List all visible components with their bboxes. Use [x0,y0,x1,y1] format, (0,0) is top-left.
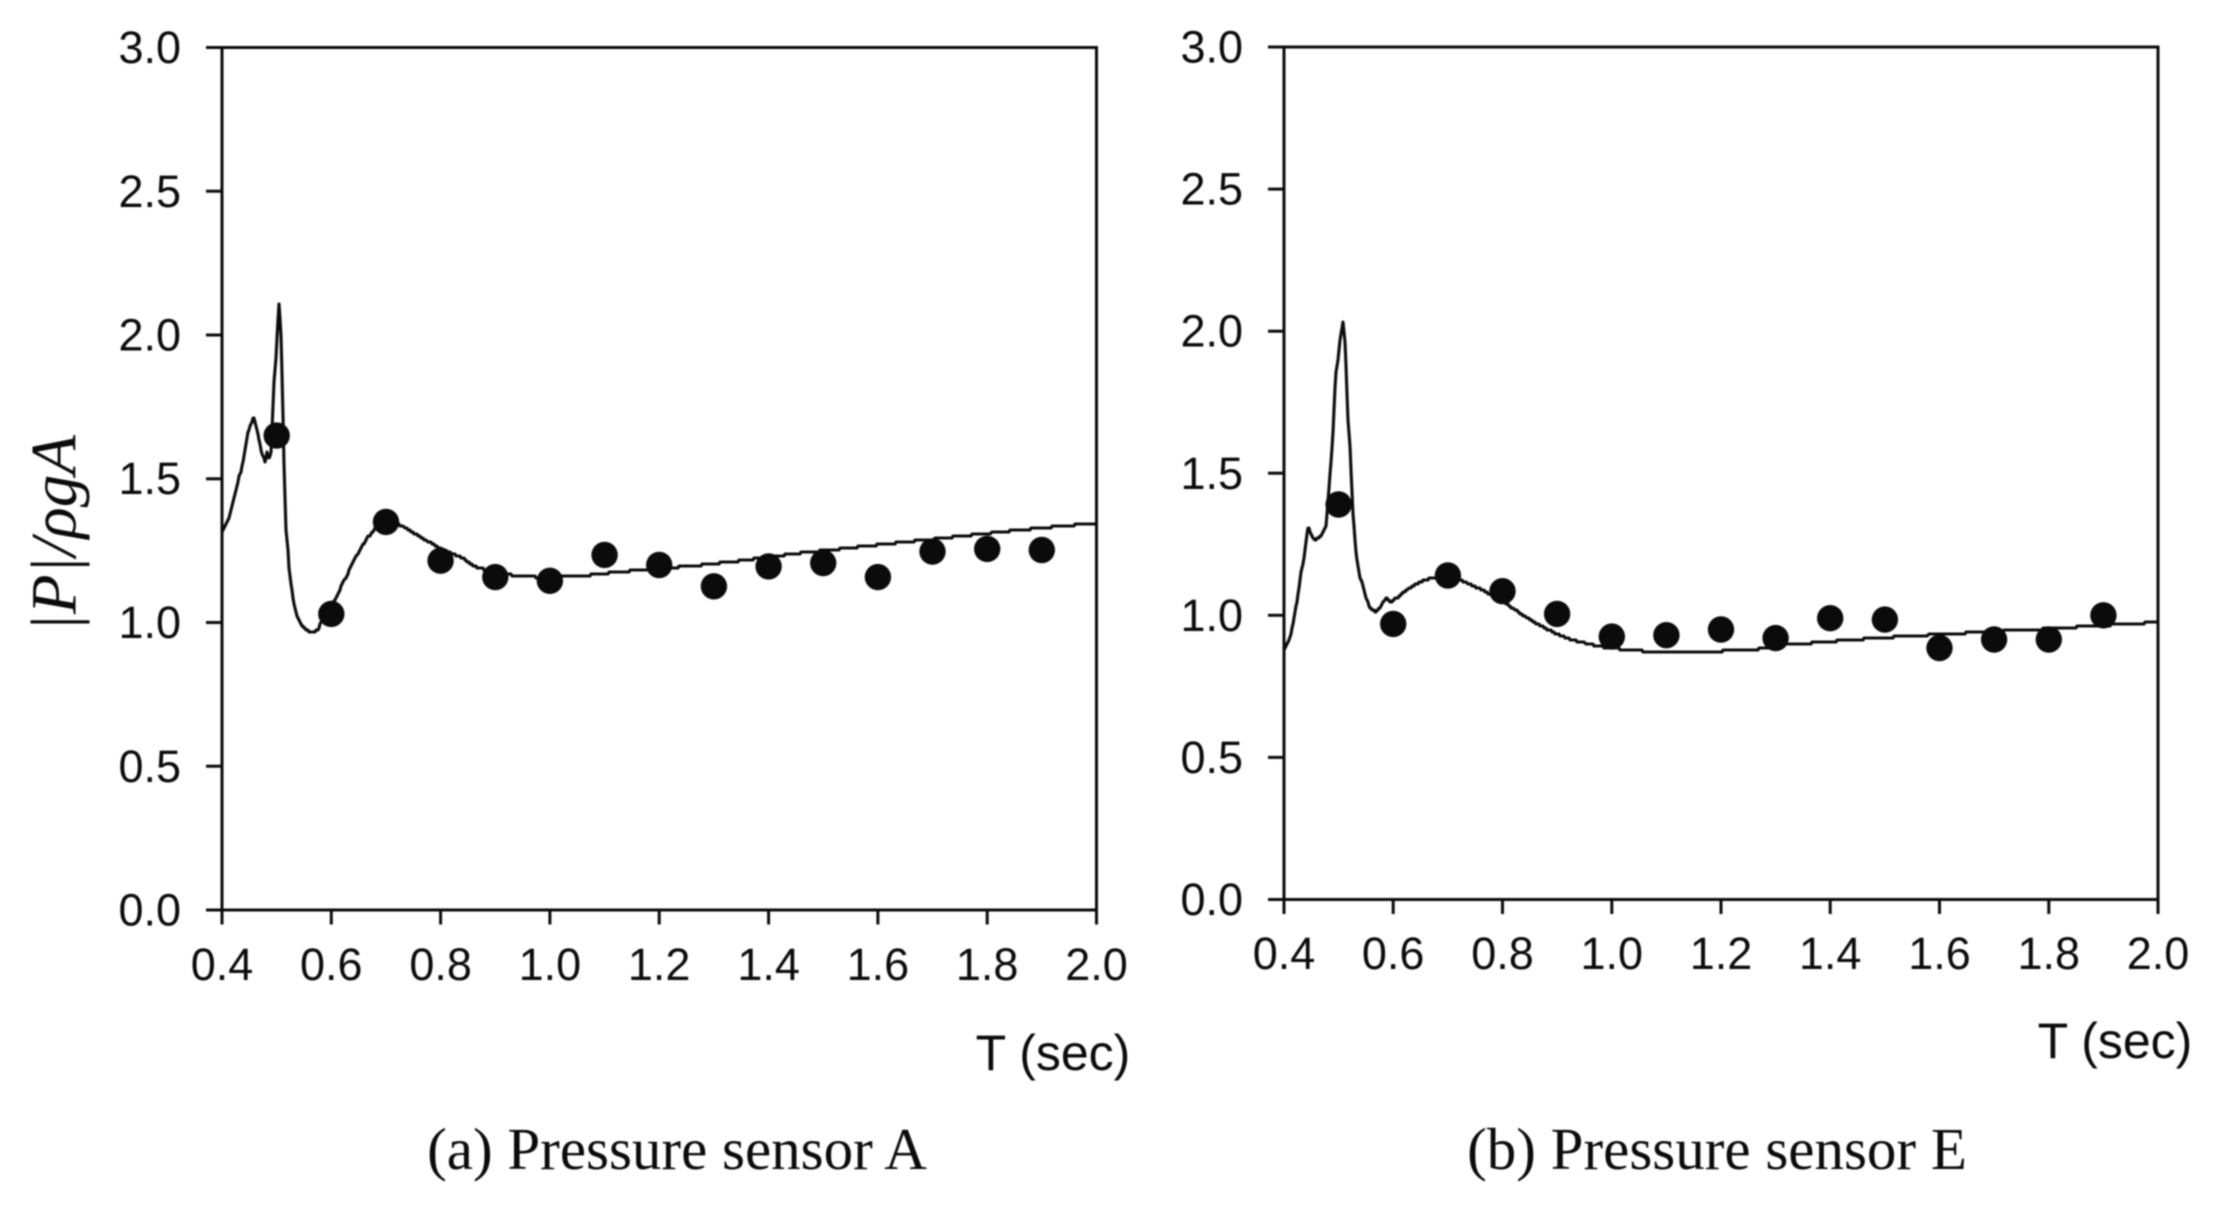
svg-text:3.0: 3.0 [1180,22,1243,73]
svg-text:1.4: 1.4 [1799,928,1862,979]
svg-text:1.5: 1.5 [118,453,181,504]
svg-text:1.8: 1.8 [956,939,1019,990]
svg-text:1.2: 1.2 [628,939,691,990]
svg-text:0.4: 0.4 [191,939,254,990]
svg-text:0.5: 0.5 [118,741,181,792]
svg-text:2.5: 2.5 [1180,164,1243,215]
svg-text:2.0: 2.0 [2127,928,2190,979]
svg-text:1.6: 1.6 [847,939,910,990]
svg-text:2.0: 2.0 [118,310,181,361]
svg-text:1.0: 1.0 [1581,928,1644,979]
svg-text:T (sec): T (sec) [976,1025,1131,1081]
svg-text:2.0: 2.0 [1180,306,1243,357]
svg-text:3.0: 3.0 [118,22,181,73]
svg-text:1.6: 1.6 [1908,928,1971,979]
svg-text:0.0: 0.0 [118,885,181,936]
svg-text:1.0: 1.0 [118,597,181,648]
svg-text:0.5: 0.5 [1180,732,1243,783]
svg-text:2.0: 2.0 [1065,939,1128,990]
svg-text:0.6: 0.6 [1362,928,1425,979]
svg-text:(b) Pressure sensor E: (b) Pressure sensor E [1467,1116,1967,1182]
svg-text:2.5: 2.5 [118,166,181,217]
svg-text:T (sec): T (sec) [2038,1013,2193,1069]
svg-text:0.8: 0.8 [1471,928,1534,979]
svg-text:0.4: 0.4 [1253,928,1316,979]
svg-text:(a) Pressure sensor A: (a) Pressure sensor A [427,1116,927,1182]
svg-text:1.0: 1.0 [1180,590,1243,641]
svg-text:1.8: 1.8 [2018,928,2081,979]
svg-text:|P|/ρgA: |P|/ρgA [19,435,91,632]
svg-text:1.0: 1.0 [519,939,582,990]
svg-text:0.6: 0.6 [300,939,363,990]
svg-text:0.0: 0.0 [1180,874,1243,925]
svg-text:0.8: 0.8 [409,939,472,990]
svg-text:1.4: 1.4 [737,939,800,990]
svg-text:1.5: 1.5 [1180,448,1243,499]
svg-text:1.2: 1.2 [1690,928,1753,979]
